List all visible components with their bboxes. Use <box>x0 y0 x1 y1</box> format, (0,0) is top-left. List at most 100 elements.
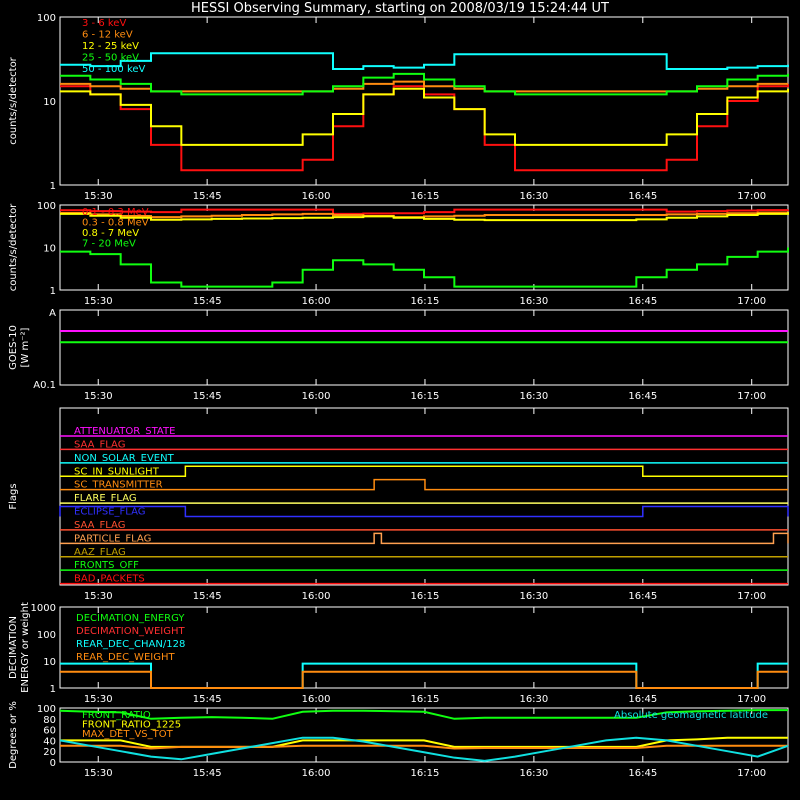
dec-xtick-label: 16:00 <box>302 694 331 705</box>
flag-label: SC_IN_SUNLIGHT <box>74 466 160 477</box>
dec-legend-item: REAR_DEC_WEIGHT <box>76 652 175 663</box>
gamma-series-3 <box>60 247 789 288</box>
dec-frame <box>59 606 789 689</box>
flag-label: PARTICLE_FLAG <box>74 533 151 544</box>
gamma-xtick-label: 15:30 <box>84 296 113 307</box>
hxr-legend-item: 12 - 25 keV <box>82 41 139 52</box>
flags-xtick-label: 17:00 <box>737 591 766 602</box>
flags-xtick-label: 15:30 <box>84 591 113 602</box>
dec-ytick-label: 100 <box>37 630 56 641</box>
goes-xtick-label: 16:45 <box>628 391 657 402</box>
ratios-ytick-label: 100 <box>37 704 56 715</box>
gamma-xtick-label: 16:00 <box>302 296 331 307</box>
gamma-legend-item: 7 - 20 MeV <box>82 239 136 250</box>
ratios-xtick-label: 17:00 <box>737 768 766 779</box>
flag-label: NON_SOLAR_EVENT <box>74 453 175 464</box>
ratios-xtick-label: 15:45 <box>193 768 222 779</box>
dec-xtick-label: 16:45 <box>628 694 657 705</box>
hxr-legend-item: 6 - 12 keV <box>82 30 133 41</box>
hxr-legend-item: 3 - 6 keV <box>82 18 126 29</box>
goes-xtick-label: 16:30 <box>519 391 548 402</box>
goes-ytick-label: A0.1 <box>33 380 56 391</box>
gamma-ytick-label: 10 <box>43 244 56 255</box>
flag-label: ATTENUATOR_STATE <box>74 426 175 437</box>
gamma-xtick-label: 15:45 <box>193 296 222 307</box>
hxr-ytick-label: 1 <box>50 181 56 192</box>
hxr-xtick-label: 15:30 <box>84 191 113 202</box>
gamma-xtick-label: 16:45 <box>628 296 657 307</box>
hxr-series-2 <box>60 87 789 146</box>
ratios-series-3 <box>59 736 789 762</box>
gamma-legend-item: 0.3 - 0.8 MeV <box>82 218 149 229</box>
chart-title: HESSI Observing Summary, starting on 200… <box>191 1 609 16</box>
gamma-legend-item: 0.1 - 0.3 MeV <box>82 207 149 218</box>
flags-xtick-label: 16:45 <box>628 591 657 602</box>
flag-label: FLARE_FLAG <box>74 493 137 504</box>
flags-xtick-label: 16:00 <box>302 591 331 602</box>
goes-xtick-label: 15:45 <box>193 391 222 402</box>
gamma-ylabel: counts/s/detector <box>8 203 19 291</box>
ratios-legend-item: Absolute geomagnetic latitude <box>614 710 768 721</box>
dec-ytick-label: 1000 <box>31 603 56 614</box>
dec-legend-item: DECIMATION_ENERGY <box>76 613 185 624</box>
hxr-xtick-label: 16:45 <box>628 191 657 202</box>
goes-xtick-label: 16:15 <box>411 391 440 402</box>
goes-ylabel2: [W m⁻²] <box>20 327 31 367</box>
flag-label: AAZ_FLAG <box>74 547 126 558</box>
flags-ylabel: Flags <box>8 483 19 509</box>
gamma-legend-item: 0.8 - 7 MeV <box>82 228 139 239</box>
hxr-ytick-label: 100 <box>37 13 56 24</box>
ratios-ytick-label: 80 <box>43 715 56 726</box>
dec-series-3 <box>60 670 788 689</box>
hxr-legend-item: 50 - 100 keV <box>82 64 146 75</box>
hxr-ylabel: counts/s/detector <box>8 56 19 144</box>
hxr-xtick-label: 16:15 <box>411 191 440 202</box>
hxr-legend-item: 25 - 50 keV <box>82 53 139 64</box>
hxr-xtick-label: 16:00 <box>302 191 331 202</box>
flag-label: BAD_PACKETS <box>74 574 145 585</box>
ratios-frame <box>59 707 789 763</box>
dec-legend-item: REAR_DEC_CHAN/128 <box>76 639 185 650</box>
goes-xtick-label: 15:30 <box>84 391 113 402</box>
ratios-xtick-label: 16:30 <box>519 768 548 779</box>
dec-xtick-label: 16:30 <box>519 694 548 705</box>
ratios-legend-item: MAX_DET_VS_TOT <box>82 729 174 740</box>
hxr-xtick-label: 15:45 <box>193 191 222 202</box>
goes-ytick-label: A <box>49 308 56 319</box>
dec-ytick-label: 1 <box>50 684 56 695</box>
ratios-ylabel: Degrees or % <box>8 701 19 769</box>
ratios-ytick-label: 20 <box>43 747 56 758</box>
ratios-xtick-label: 16:15 <box>411 768 440 779</box>
flag-label: SAA_FLAG <box>74 520 125 531</box>
dec-ylabel2: ENERGY or weight <box>20 602 31 693</box>
flag-line <box>60 465 788 477</box>
dec-legend-item: DECIMATION_WEIGHT <box>76 626 185 637</box>
hxr-series-3 <box>60 72 789 96</box>
ratios-ytick-label: 40 <box>43 736 56 747</box>
gamma-xtick-label: 17:00 <box>737 296 766 307</box>
gamma-ytick-label: 1 <box>50 286 56 297</box>
ratios-series-2 <box>60 744 788 750</box>
gamma-xtick-label: 16:30 <box>519 296 548 307</box>
dec-ylabel: DECIMATION <box>8 616 19 679</box>
ratios-ytick-label: 0 <box>50 758 56 769</box>
goes-xtick-label: 17:00 <box>737 391 766 402</box>
goes-frame <box>59 309 789 386</box>
flags-xtick-label: 16:30 <box>519 591 548 602</box>
gamma-xtick-label: 16:15 <box>411 296 440 307</box>
dec-ytick-label: 10 <box>43 657 56 668</box>
ratios-xtick-label: 16:45 <box>628 768 657 779</box>
flag-label: ECLIPSE_FLAG <box>74 507 145 518</box>
ratios-ytick-label: 60 <box>43 726 56 737</box>
gamma-series-0 <box>60 208 789 215</box>
ratios-legend-item: FRONT_RATIO <box>82 710 151 721</box>
hxr-xtick-label: 16:30 <box>519 191 548 202</box>
dec-xtick-label: 15:45 <box>193 694 222 705</box>
gamma-series-2 <box>60 212 789 222</box>
dec-xtick-label: 16:15 <box>411 694 440 705</box>
flag-label: SAA_FLAG <box>74 439 125 450</box>
goes-xtick-label: 16:00 <box>302 391 331 402</box>
ratios-xtick-label: 15:30 <box>84 768 113 779</box>
flags-xtick-label: 16:15 <box>411 591 440 602</box>
